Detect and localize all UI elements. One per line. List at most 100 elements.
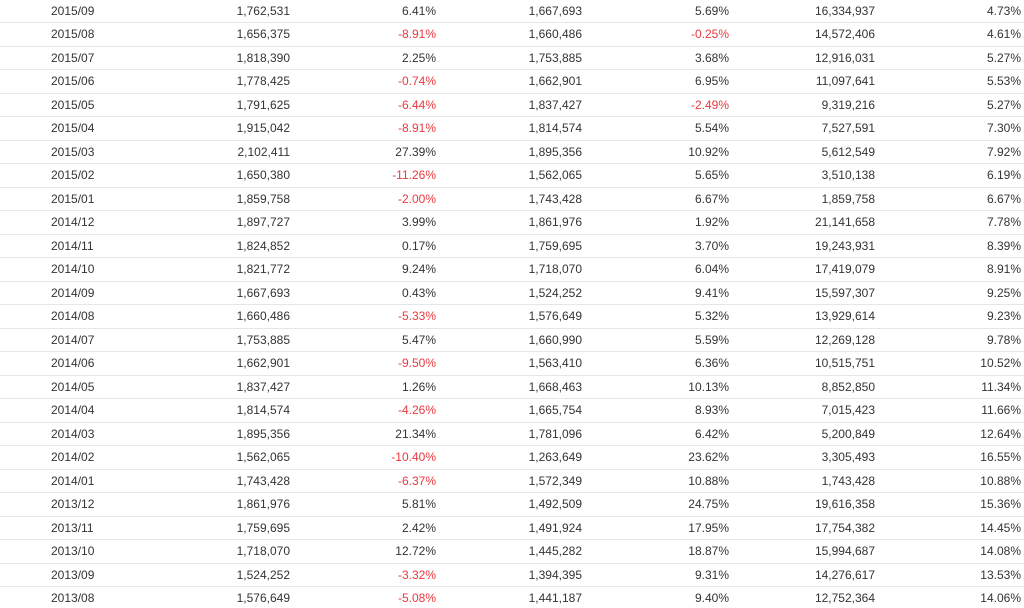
cell-value-3: 17,754,382 — [732, 516, 878, 540]
cell-rate-2: 9.40% — [585, 586, 732, 608]
cell-month: 2014/10 — [0, 257, 147, 282]
cell-month: 2014/01 — [0, 469, 147, 493]
cell-rate-3: 4.73% — [878, 0, 1024, 23]
cell-value-3: 15,597,307 — [732, 281, 878, 305]
cell-value-3: 3,510,138 — [732, 163, 878, 188]
cell-month: 2015/01 — [0, 187, 147, 211]
cell-month: 2015/05 — [0, 93, 147, 117]
table-row: 2013/10 1,718,070 12.72% 1,445,282 18.87… — [0, 539, 1024, 564]
cell-rate-3: 5.27% — [878, 46, 1024, 70]
cell-rate-3: 7.92% — [878, 140, 1024, 164]
cell-rate-1: 12.72% — [293, 539, 439, 564]
cell-rate-1: 21.34% — [293, 422, 439, 446]
cell-value-1: 1,821,772 — [147, 257, 293, 282]
cell-value-1: 1,718,070 — [147, 539, 293, 564]
cell-value-2: 1,861,976 — [439, 210, 585, 235]
table-row: 2014/08 1,660,486 -5.33% 1,576,649 5.32%… — [0, 304, 1024, 329]
cell-rate-2: 8.93% — [585, 398, 732, 423]
cell-value-3: 14,572,406 — [732, 22, 878, 47]
cell-value-2: 1,814,574 — [439, 116, 585, 141]
cell-rate-3: 6.67% — [878, 187, 1024, 211]
cell-value-2: 1,743,428 — [439, 187, 585, 211]
cell-month: 2014/06 — [0, 351, 147, 376]
cell-value-3: 15,994,687 — [732, 539, 878, 564]
cell-value-1: 1,915,042 — [147, 116, 293, 141]
cell-rate-2: 1.92% — [585, 210, 732, 235]
cell-rate-3: 8.91% — [878, 257, 1024, 282]
cell-rate-3: 9.78% — [878, 328, 1024, 352]
table-row: 2015/06 1,778,425 -0.74% 1,662,901 6.95%… — [0, 69, 1024, 94]
cell-rate-1: 2.25% — [293, 46, 439, 70]
cell-value-2: 1,394,395 — [439, 563, 585, 587]
cell-rate-1: 27.39% — [293, 140, 439, 164]
cell-value-2: 1,492,509 — [439, 492, 585, 517]
cell-value-1: 1,660,486 — [147, 304, 293, 329]
cell-rate-3: 10.52% — [878, 351, 1024, 376]
cell-rate-1: -3.32% — [293, 563, 439, 587]
cell-rate-2: 5.65% — [585, 163, 732, 188]
cell-rate-3: 14.06% — [878, 586, 1024, 608]
cell-rate-2: 24.75% — [585, 492, 732, 517]
cell-value-3: 19,616,358 — [732, 492, 878, 517]
cell-rate-2: 6.42% — [585, 422, 732, 446]
cell-value-3: 17,419,079 — [732, 257, 878, 282]
cell-month: 2013/08 — [0, 586, 147, 608]
table-row: 2014/07 1,753,885 5.47% 1,660,990 5.59% … — [0, 328, 1024, 352]
cell-value-1: 1,656,375 — [147, 22, 293, 47]
cell-value-3: 19,243,931 — [732, 234, 878, 258]
cell-value-3: 11,097,641 — [732, 69, 878, 94]
cell-rate-2: -2.49% — [585, 93, 732, 117]
cell-value-2: 1,491,924 — [439, 516, 585, 540]
cell-rate-2: 5.32% — [585, 304, 732, 329]
cell-rate-3: 6.19% — [878, 163, 1024, 188]
cell-rate-2: 6.67% — [585, 187, 732, 211]
cell-month: 2015/03 — [0, 140, 147, 164]
cell-value-2: 1,441,187 — [439, 586, 585, 608]
cell-value-2: 1,576,649 — [439, 304, 585, 329]
cell-value-3: 10,515,751 — [732, 351, 878, 376]
cell-month: 2015/04 — [0, 116, 147, 141]
cell-month: 2013/11 — [0, 516, 147, 540]
cell-rate-1: -5.33% — [293, 304, 439, 329]
cell-rate-2: 18.87% — [585, 539, 732, 564]
cell-month: 2014/07 — [0, 328, 147, 352]
cell-rate-1: 2.42% — [293, 516, 439, 540]
table-row: 2014/11 1,824,852 0.17% 1,759,695 3.70% … — [0, 234, 1024, 258]
table-row: 2014/04 1,814,574 -4.26% 1,665,754 8.93%… — [0, 398, 1024, 423]
table-row: 2015/08 1,656,375 -8.91% 1,660,486 -0.25… — [0, 22, 1024, 47]
cell-rate-1: -11.26% — [293, 163, 439, 188]
cell-rate-1: -6.44% — [293, 93, 439, 117]
cell-value-3: 7,015,423 — [732, 398, 878, 423]
cell-value-1: 1,662,901 — [147, 351, 293, 376]
cell-value-3: 5,200,849 — [732, 422, 878, 446]
cell-value-1: 1,814,574 — [147, 398, 293, 423]
cell-value-1: 1,818,390 — [147, 46, 293, 70]
cell-month: 2014/09 — [0, 281, 147, 305]
table-row: 2013/09 1,524,252 -3.32% 1,394,395 9.31%… — [0, 563, 1024, 587]
cell-rate-2: 5.69% — [585, 0, 732, 23]
table-row: 2015/09 1,762,531 6.41% 1,667,693 5.69% … — [0, 0, 1024, 23]
cell-rate-2: 10.92% — [585, 140, 732, 164]
cell-value-2: 1,572,349 — [439, 469, 585, 493]
cell-value-3: 12,269,128 — [732, 328, 878, 352]
cell-value-2: 1,837,427 — [439, 93, 585, 117]
cell-value-1: 1,759,695 — [147, 516, 293, 540]
table-row: 2014/01 1,743,428 -6.37% 1,572,349 10.88… — [0, 469, 1024, 493]
cell-month: 2014/03 — [0, 422, 147, 446]
cell-value-2: 1,753,885 — [439, 46, 585, 70]
cell-value-1: 1,753,885 — [147, 328, 293, 352]
cell-value-1: 1,895,356 — [147, 422, 293, 446]
cell-value-3: 21,141,658 — [732, 210, 878, 235]
cell-rate-1: 9.24% — [293, 257, 439, 282]
cell-rate-1: -4.26% — [293, 398, 439, 423]
cell-rate-3: 5.53% — [878, 69, 1024, 94]
cell-rate-2: 17.95% — [585, 516, 732, 540]
cell-value-3: 1,859,758 — [732, 187, 878, 211]
cell-month: 2014/05 — [0, 375, 147, 399]
cell-rate-3: 15.36% — [878, 492, 1024, 517]
cell-value-3: 8,852,850 — [732, 375, 878, 399]
cell-value-3: 12,916,031 — [732, 46, 878, 70]
cell-rate-3: 8.39% — [878, 234, 1024, 258]
cell-rate-3: 7.78% — [878, 210, 1024, 235]
